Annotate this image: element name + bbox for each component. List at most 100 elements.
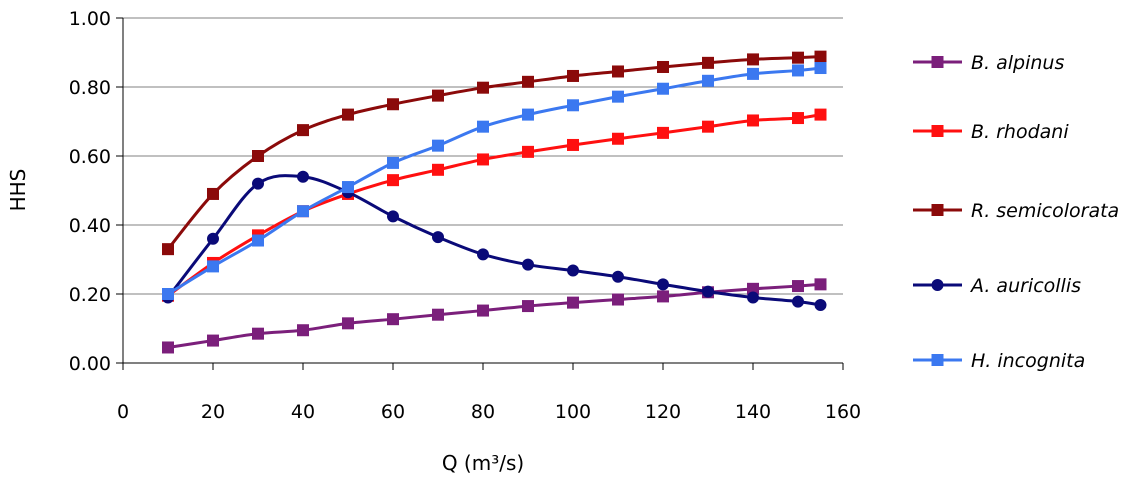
y-tick-label: 0.60 — [69, 146, 111, 168]
legend-label: R. semicolorata — [971, 200, 1119, 222]
x-tick-label: 20 — [201, 401, 225, 423]
axes: 0.00 0.20 0.40 0.60 0.80 1.00 0 20 40 60 80 100 120 1… — [69, 8, 861, 423]
x-tick-label: 140 — [735, 401, 771, 423]
data-point — [747, 67, 759, 80]
series-line — [167, 66, 821, 296]
data-point — [814, 62, 827, 75]
y-tick-label: 0.80 — [69, 77, 111, 99]
data-point — [657, 126, 669, 139]
data-point — [297, 124, 309, 137]
series-group — [162, 50, 827, 354]
data-point — [702, 285, 714, 298]
data-point — [612, 293, 624, 306]
data-point — [814, 299, 827, 312]
y-tick-label: 1.00 — [69, 8, 111, 30]
data-point — [342, 108, 354, 121]
x-tick-label: 160 — [825, 401, 861, 423]
data-point — [477, 248, 489, 261]
x-tick-label: 80 — [471, 401, 495, 423]
legend-marker — [931, 56, 944, 68]
data-point — [162, 341, 174, 354]
data-point — [162, 288, 174, 300]
data-point — [567, 69, 579, 82]
x-tick-label: 100 — [555, 401, 591, 423]
data-point — [477, 81, 489, 94]
data-point — [432, 308, 444, 321]
data-point — [432, 89, 444, 102]
legend-entry: B. rhodani — [913, 121, 1069, 143]
data-point — [567, 264, 579, 277]
data-point — [522, 108, 534, 121]
data-point — [657, 290, 669, 303]
data-point — [522, 300, 534, 313]
data-point — [792, 295, 804, 308]
data-point — [387, 313, 399, 326]
data-point — [567, 99, 579, 112]
data-point — [342, 181, 354, 194]
data-point — [162, 243, 174, 256]
data-point — [207, 334, 219, 347]
data-point — [297, 324, 309, 337]
legend-entry: R. semicolorata — [913, 200, 1119, 222]
data-point — [207, 232, 219, 245]
data-point — [522, 75, 534, 88]
data-point — [207, 260, 219, 273]
legend-label: B. rhodani — [971, 121, 1069, 143]
legend-entry: B. alpinus — [913, 52, 1064, 74]
data-point — [297, 170, 309, 183]
data-point — [612, 65, 624, 78]
legend-label: B. alpinus — [971, 52, 1064, 74]
series-b-rhodani — [162, 108, 827, 302]
data-point — [432, 139, 444, 152]
legend-marker — [931, 204, 944, 216]
x-tick-label: 0 — [117, 401, 129, 423]
data-point — [567, 138, 579, 151]
y-axis-title: HHS — [6, 169, 30, 212]
data-point — [657, 60, 669, 73]
series-b-alpinus — [162, 278, 827, 354]
data-point — [747, 53, 759, 66]
series-line — [167, 113, 821, 297]
series-line — [167, 282, 821, 349]
data-point — [477, 153, 489, 166]
data-point — [814, 50, 827, 63]
data-point — [792, 280, 804, 293]
series-line — [166, 174, 821, 307]
data-point — [477, 120, 489, 133]
series-h-incognita — [162, 62, 827, 300]
legend-label: A. auricollis — [969, 275, 1081, 297]
series-r-semicolorata — [162, 50, 827, 256]
data-point — [297, 205, 309, 218]
data-point — [792, 64, 804, 77]
data-point — [567, 296, 579, 309]
data-point — [747, 291, 759, 304]
data-point — [612, 270, 624, 283]
legend-marker — [931, 125, 944, 137]
data-point — [252, 234, 264, 247]
data-point — [207, 187, 219, 200]
data-point — [432, 163, 444, 176]
data-point — [387, 210, 399, 223]
data-point — [702, 120, 714, 133]
x-tick-label: 60 — [381, 401, 405, 423]
legend-entry: A. auricollis — [913, 275, 1081, 297]
data-point — [792, 112, 804, 125]
data-point — [252, 327, 264, 340]
y-tick-label: 0.20 — [69, 284, 111, 306]
data-point — [814, 278, 827, 291]
data-point — [477, 304, 489, 317]
y-tick-label: 0.40 — [69, 215, 111, 237]
data-point — [612, 90, 624, 103]
data-point — [747, 114, 759, 127]
data-point — [342, 317, 354, 330]
data-point — [252, 150, 264, 162]
legend-marker — [931, 279, 944, 291]
data-point — [387, 98, 399, 111]
data-point — [432, 231, 444, 244]
series-line — [166, 55, 821, 251]
x-tick-label: 40 — [291, 401, 315, 423]
data-point — [522, 145, 534, 158]
legend-label: H. incognita — [971, 350, 1085, 372]
data-point — [612, 132, 624, 145]
